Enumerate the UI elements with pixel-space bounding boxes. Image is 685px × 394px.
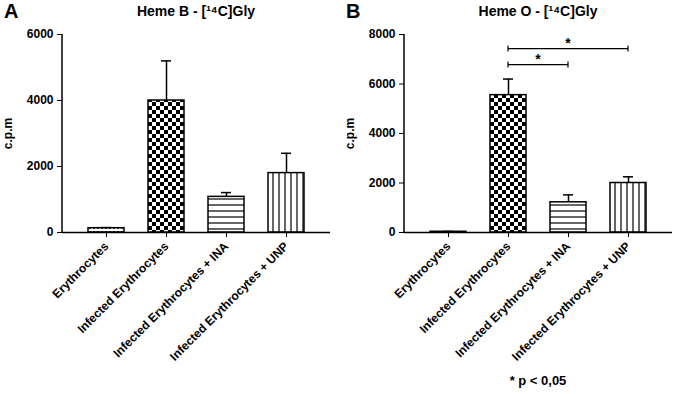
svg-text:c.p.m: c.p.m bbox=[1, 118, 15, 149]
svg-text:0: 0 bbox=[389, 225, 396, 239]
svg-text:4000: 4000 bbox=[27, 93, 54, 107]
svg-text:Infected Erythrocytes + INA: Infected Erythrocytes + INA bbox=[110, 239, 231, 360]
html-text:Heme B - [¹⁴C]Gly: Heme B - [¹⁴C]Gly bbox=[136, 3, 256, 19]
html-text:* p < 0,05: * p < 0,05 bbox=[509, 373, 567, 388]
svg-text:4000: 4000 bbox=[369, 126, 396, 140]
svg-text:2000: 2000 bbox=[27, 159, 54, 173]
html-text:B: B bbox=[346, 0, 361, 22]
svg-text:Infected Erythrocytes + UNP: Infected Erythrocytes + UNP bbox=[167, 239, 291, 363]
svg-text:Infected Erythrocytes + UNP: Infected Erythrocytes + UNP bbox=[509, 239, 633, 363]
svg-text:Erythrocytes: Erythrocytes bbox=[392, 239, 454, 301]
svg-text:0: 0 bbox=[47, 225, 54, 239]
svg-text:Infected Erythrocytes + INA: Infected Erythrocytes + INA bbox=[452, 239, 573, 360]
svg-text:6000: 6000 bbox=[369, 77, 396, 91]
svg-text:Erythrocytes: Erythrocytes bbox=[50, 239, 112, 301]
svg-text:2000: 2000 bbox=[369, 176, 396, 190]
svg-text:*: * bbox=[565, 35, 571, 51]
svg-text:*: * bbox=[535, 51, 541, 67]
svg-text:c.p.m: c.p.m bbox=[343, 118, 357, 149]
html-text:A: A bbox=[4, 0, 19, 22]
svg-text:8000: 8000 bbox=[369, 27, 396, 41]
html-text:Heme O - [¹⁴C]Gly: Heme O - [¹⁴C]Gly bbox=[478, 3, 598, 19]
svg-text:6000: 6000 bbox=[27, 27, 54, 41]
